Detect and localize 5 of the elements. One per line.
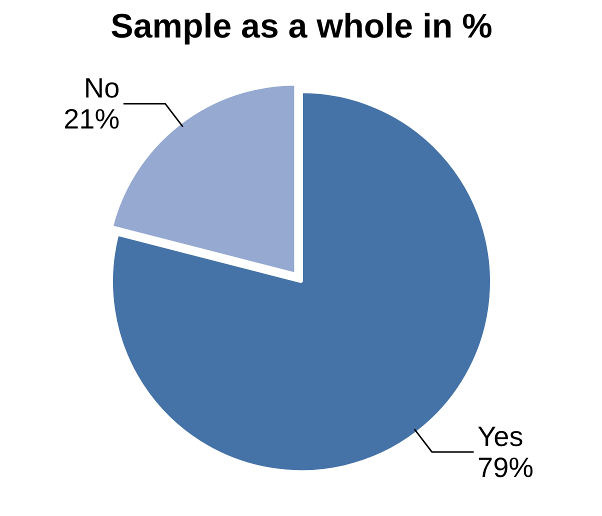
slice-label: Yes [478, 421, 524, 452]
chart-title: Sample as a whole in % [110, 8, 492, 46]
data-label: 79% [478, 452, 534, 484]
slice-label: No [84, 72, 120, 104]
data-label: 21% [64, 104, 120, 135]
